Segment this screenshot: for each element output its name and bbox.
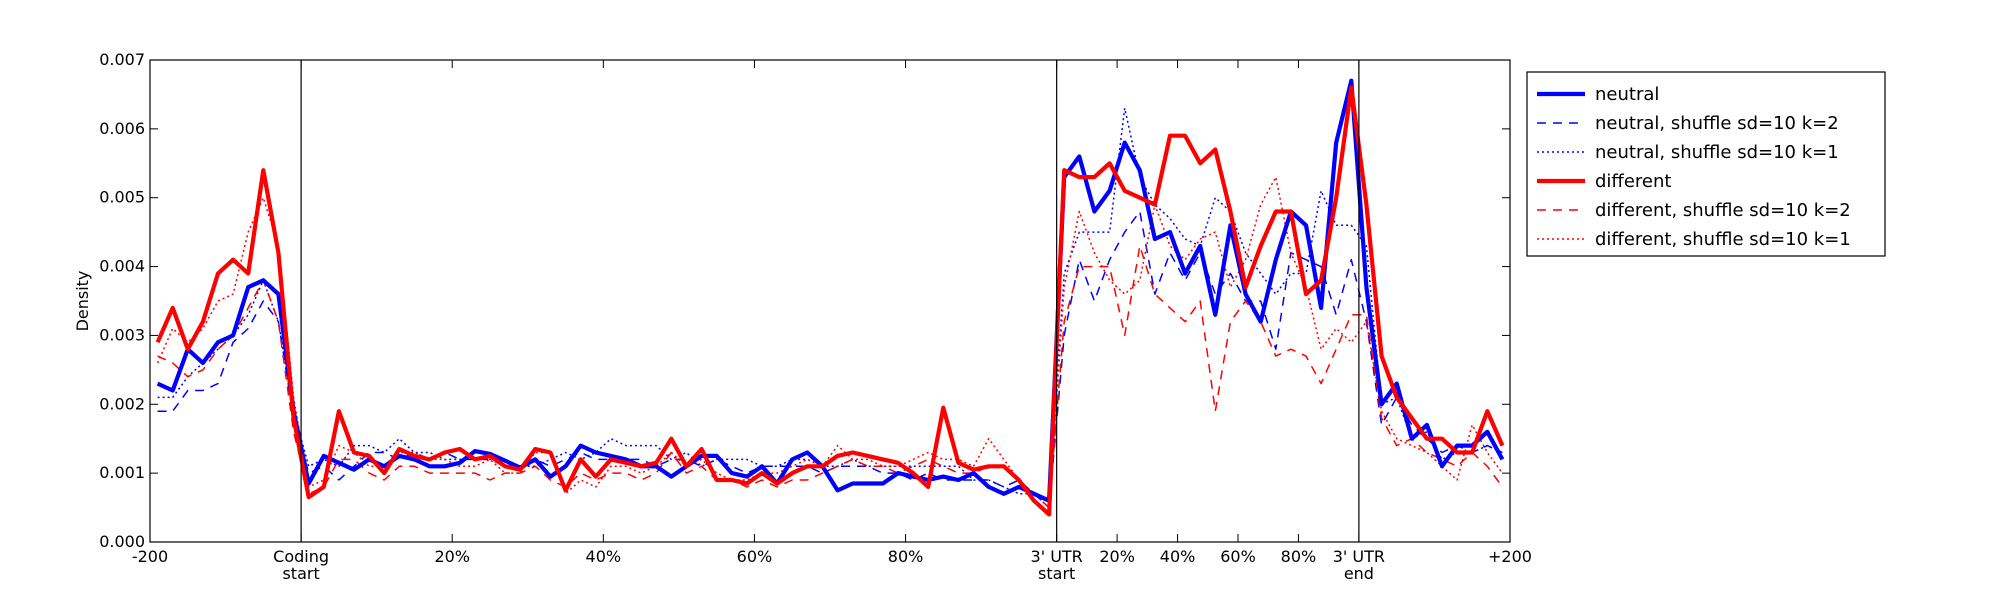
y-tick-label: 0.002 bbox=[99, 394, 145, 413]
x-tick-label: Coding start bbox=[273, 547, 329, 583]
legend: neutral neutral, shuffle sd=10 k=2 neutral… bbox=[1526, 71, 1886, 257]
legend-label: neutral bbox=[1595, 84, 1659, 105]
y-axis-ticks: 0.000 0.001 0.002 0.003 0.004 0.005 0.006 0.007 bbox=[99, 50, 1510, 551]
legend-label: different, shuffle sd=10 k=1 bbox=[1595, 229, 1851, 250]
x-tick-label: 3' UTR start bbox=[1031, 547, 1083, 583]
x-tick-label: 40% bbox=[586, 547, 622, 566]
legend-box bbox=[1526, 71, 1886, 257]
series-line-1 bbox=[156, 78, 1505, 503]
y-tick-label: 0.006 bbox=[99, 119, 145, 138]
y-tick-label: 0.003 bbox=[99, 325, 145, 344]
y-axis-label: Density bbox=[73, 271, 92, 332]
y-tick-label: 0.007 bbox=[99, 50, 145, 69]
y-tick-label: 0.000 bbox=[99, 532, 145, 551]
x-tick-label: 3' UTR end bbox=[1333, 547, 1385, 583]
y-tick-label: 0.005 bbox=[99, 188, 145, 207]
plot-frame bbox=[149, 59, 1511, 543]
x-tick-label: 40% bbox=[1160, 547, 1196, 566]
legend-label: different bbox=[1595, 171, 1671, 192]
x-tick-label: 80% bbox=[888, 547, 924, 566]
x-tick-label: -200 bbox=[132, 547, 168, 566]
y-tick-label: 0.004 bbox=[99, 257, 145, 276]
series-line-5 bbox=[157, 245, 1504, 509]
x-tick-label: +200 bbox=[1488, 547, 1532, 566]
legend-label: neutral, shuffle sd=10 k=1 bbox=[1595, 142, 1839, 163]
x-tick-label: 20% bbox=[434, 547, 470, 566]
series-group bbox=[155, 78, 1505, 517]
x-tick-label: 60% bbox=[1220, 547, 1256, 566]
series-line-4 bbox=[155, 85, 1505, 517]
y-tick-label: 0.001 bbox=[99, 463, 145, 482]
x-tick-label: 60% bbox=[737, 547, 773, 566]
legend-label: neutral, shuffle sd=10 k=2 bbox=[1595, 113, 1839, 134]
region-boundaries bbox=[300, 60, 1360, 542]
x-tick-label: 80% bbox=[1281, 547, 1317, 566]
x-axis-ticks: -200 Coding start 20% 40% 60% 80% 3' UTR start 20… bbox=[132, 60, 1532, 583]
x-tick-label: 20% bbox=[1099, 547, 1135, 566]
series-line-3 bbox=[157, 107, 1503, 502]
legend-label: different, shuffle sd=10 k=2 bbox=[1595, 200, 1851, 221]
